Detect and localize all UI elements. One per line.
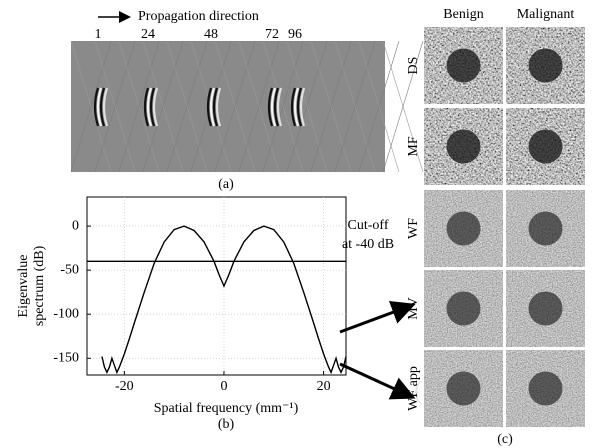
row-label: WF	[406, 218, 421, 239]
frame-label: 1	[95, 27, 102, 42]
wavefront	[267, 87, 274, 127]
wave-trace	[358, 40, 400, 173]
wavefront	[96, 87, 103, 127]
x-tick-label: -20	[115, 379, 134, 394]
frame-label: 96	[288, 27, 302, 42]
y-tick-label: -50	[60, 262, 79, 277]
wavefront	[143, 87, 150, 127]
wavefront	[209, 87, 216, 127]
lesion	[446, 371, 481, 406]
wavefront	[149, 87, 156, 127]
wavefront	[146, 87, 153, 127]
wavefront	[102, 87, 109, 127]
lesion	[528, 211, 563, 246]
wave-trace	[142, 40, 184, 173]
panel-label: (b)	[218, 417, 235, 432]
wavefront	[99, 87, 106, 127]
wavefront	[152, 87, 159, 127]
wavefront	[93, 87, 100, 127]
lesion	[446, 48, 481, 83]
wavefront	[212, 87, 219, 127]
wave-trace	[286, 40, 328, 173]
row-label: MF	[406, 136, 421, 156]
wavefront	[215, 87, 222, 127]
wavefront	[296, 87, 303, 127]
cutoff-label: Cut-off	[348, 218, 389, 233]
wave-trace	[214, 40, 256, 173]
lesion	[446, 211, 481, 246]
x-tick-label: 20	[317, 379, 331, 394]
direction-label: Propagation direction	[138, 9, 259, 24]
row-label: WF app	[406, 366, 421, 411]
y-axis-label: spectrum (dB)	[32, 245, 47, 326]
wavefront	[206, 87, 213, 127]
wave-trace	[118, 40, 160, 173]
lesion	[528, 291, 563, 326]
x-tick-label: 0	[220, 379, 227, 394]
wavefront	[270, 87, 277, 127]
frame-label: 72	[265, 27, 279, 42]
lesion	[528, 48, 563, 83]
wavefront	[273, 87, 280, 127]
y-axis-label: Eigenvalue	[16, 255, 31, 318]
cutoff-label: at -40 dB	[342, 237, 394, 252]
wave-trace	[70, 40, 112, 173]
wave-trace	[94, 40, 136, 173]
lesion	[446, 129, 481, 164]
wave-trace	[382, 40, 424, 173]
y-tick-label: -150	[53, 350, 79, 365]
arrow	[339, 362, 416, 400]
y-tick-label: -100	[53, 306, 79, 321]
frame-label: 24	[141, 27, 155, 42]
wavefront	[293, 87, 300, 127]
x-axis-label: Spatial frequency (mm⁻¹)	[154, 401, 299, 416]
wave-trace	[166, 40, 208, 173]
plot	[86, 196, 347, 376]
wave-trace	[238, 40, 280, 173]
panel-label: (c)	[497, 432, 513, 447]
wave-panel	[70, 40, 424, 173]
wave-trace	[262, 40, 304, 173]
wavefront	[299, 87, 306, 127]
column-header: Benign	[443, 7, 483, 22]
spectrum-line	[101, 225, 347, 375]
image-grid	[424, 27, 585, 427]
y-tick-label: 0	[72, 218, 79, 233]
wavefront	[276, 87, 283, 127]
lesion	[528, 371, 563, 406]
column-header: Malignant	[517, 7, 575, 22]
panel-label: (a)	[218, 177, 234, 192]
row-label: MV	[406, 297, 421, 320]
frame-label: 48	[204, 27, 218, 42]
row-label: DS	[406, 57, 421, 75]
arrow	[339, 301, 416, 334]
lesion	[528, 129, 563, 164]
wavefront	[290, 87, 297, 127]
wave-trace	[310, 40, 352, 173]
lesion	[446, 291, 481, 326]
wave-trace	[334, 40, 376, 173]
